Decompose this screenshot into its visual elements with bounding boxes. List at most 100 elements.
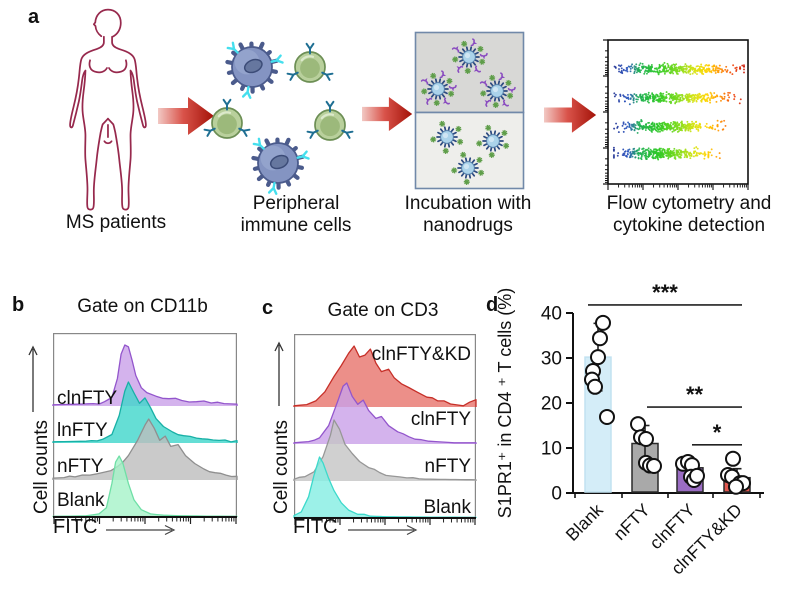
flow-dot — [714, 69, 717, 72]
flow-dot — [703, 154, 706, 157]
flow-dot — [639, 124, 642, 127]
flow-dot — [623, 150, 626, 153]
flow-dot — [635, 71, 638, 74]
flow-dot — [712, 68, 715, 71]
targeting-ligand-icon — [455, 125, 462, 133]
flow-dot — [653, 122, 656, 125]
flow-dot — [710, 97, 713, 99]
flow-dot — [699, 152, 702, 154]
flow-dot — [638, 127, 641, 130]
flow-dot — [632, 125, 635, 128]
flow-dot — [690, 126, 693, 129]
body-left-side — [69, 35, 109, 211]
flow-dot — [634, 68, 637, 71]
flow-dot — [652, 100, 654, 103]
flow-dot — [694, 154, 697, 157]
flow-dot — [673, 157, 676, 159]
targeting-ligand-icon — [430, 136, 437, 143]
flow-dot — [685, 71, 688, 74]
flow-dot — [658, 148, 661, 151]
flow-dot — [641, 151, 644, 154]
flow-dot — [682, 67, 685, 70]
flow-dot — [676, 95, 679, 98]
histogram-series-label: clnFTY — [57, 388, 118, 409]
panel-c-ylabel: Cell counts — [271, 420, 292, 514]
d-data-point — [595, 314, 611, 331]
histogram-curve-clnfty — [52, 344, 238, 406]
flow-dot — [674, 123, 677, 126]
flow-dot — [676, 98, 678, 101]
flow-dot — [658, 130, 661, 133]
flow-dot — [675, 93, 678, 96]
flow-dot — [640, 158, 643, 161]
targeting-ligand-icon — [501, 129, 508, 137]
targeting-ligand-icon — [478, 169, 485, 176]
flow-dot — [658, 154, 661, 157]
flow-dot — [715, 65, 718, 68]
flow-dot — [678, 126, 681, 129]
flow-dot — [702, 68, 705, 71]
histogram-curve-clnfty-kd — [293, 345, 477, 407]
sirna-strand-icon — [507, 86, 516, 94]
flow-dot — [627, 98, 630, 100]
flow-dot — [670, 66, 673, 69]
flow-dot — [699, 96, 702, 99]
red-arrow-icon — [158, 97, 214, 135]
nanoparticle — [430, 120, 464, 154]
flow-dot — [738, 102, 741, 105]
targeting-ligand-icon — [463, 178, 470, 185]
d-data-point — [638, 431, 654, 447]
flow-dot — [688, 154, 691, 157]
flow-dot — [705, 122, 708, 125]
flow-dot — [678, 100, 680, 103]
flow-dot — [696, 94, 698, 97]
targeting-ligand-icon — [461, 40, 468, 47]
flow-dot — [712, 96, 715, 99]
flow-dot — [724, 68, 727, 71]
targeting-ligand-icon — [446, 77, 453, 85]
flow-dot — [706, 126, 708, 129]
sirna-strand-icon — [473, 65, 481, 73]
flow-dot — [615, 122, 618, 125]
flow-dot — [667, 125, 670, 128]
antibody-y-icon — [238, 127, 251, 137]
flow-dot — [633, 93, 636, 96]
flow-dot — [685, 68, 688, 71]
flow-dot — [650, 123, 653, 126]
nanodrug-boxes-illustration — [414, 31, 525, 190]
flow-dot — [653, 124, 656, 127]
flow-dot — [663, 150, 666, 153]
histogram-series-label: clnFTY&KD — [372, 344, 471, 365]
flow-dot — [708, 70, 711, 73]
flow-dot — [665, 91, 668, 94]
flow-dot — [652, 157, 655, 159]
flow-dot — [726, 69, 729, 72]
flow-dot — [622, 121, 625, 124]
flow-dot — [689, 157, 692, 160]
flow-dot — [672, 72, 675, 75]
flow-dot — [715, 155, 718, 158]
targeting-ligand-icon — [457, 138, 464, 145]
targeting-ligand-icon — [439, 120, 446, 127]
flow-dot — [617, 131, 620, 134]
flow-dot — [681, 124, 684, 127]
flow-dot — [667, 93, 670, 96]
flow-dot — [632, 123, 634, 126]
flow-dot — [665, 154, 668, 157]
flow-dot — [646, 100, 649, 103]
flow-dot — [697, 128, 700, 131]
nanoparticle — [451, 38, 488, 74]
flow-dot — [685, 154, 688, 157]
flow-dot — [635, 100, 638, 103]
flow-dot — [683, 123, 686, 126]
flow-dot — [652, 70, 655, 73]
flow-dot — [613, 92, 616, 95]
flow-dot — [708, 126, 711, 129]
flow-dot — [739, 98, 742, 101]
flow-dot — [675, 63, 678, 66]
flow-dot — [651, 93, 654, 96]
flow-dot — [731, 73, 734, 76]
flow-dot — [700, 63, 703, 66]
flow-dot — [633, 152, 636, 154]
flow-dot — [634, 156, 637, 159]
